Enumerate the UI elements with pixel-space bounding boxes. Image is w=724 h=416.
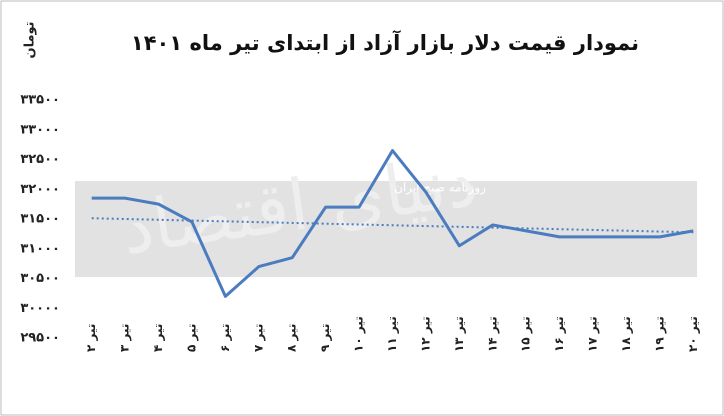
x-tick-label: تیر ۳ (118, 324, 132, 352)
x-tick-label: تیر ۱۱ (385, 316, 399, 352)
y-tick-label: ۳۳۵۰۰ (20, 93, 60, 108)
x-tick-label: تیر ۱۵ (519, 316, 533, 352)
y-tick-label: ۳۱۰۰۰ (20, 241, 60, 256)
x-tick-label: تیر ۱۰ (352, 316, 366, 352)
x-tick-label: تیر ۱۷ (586, 316, 600, 352)
y-tick-label: ۳۱۵۰۰ (20, 212, 60, 227)
y-axis-label: تومان (23, 21, 38, 58)
x-tick-label: تیر ۵ (184, 324, 198, 352)
x-tick-label: تیر ۱۹ (652, 316, 666, 352)
x-tick-label: تیر ۱۸ (619, 316, 633, 352)
x-tick-label: تیر ۲۰ (686, 316, 700, 352)
x-tick-label: تیر ۴ (151, 324, 165, 352)
chart-title: نمودار قیمت دلار بازار آزاد از ابتدای تی… (131, 30, 639, 55)
x-tick-label: تیر ۱۲ (418, 316, 432, 352)
x-tick-label: تیر ۲ (84, 324, 98, 352)
x-tick-label: تیر ۶ (218, 324, 232, 352)
x-tick-label: تیر ۱۳ (452, 316, 466, 352)
x-tick-label: تیر ۹ (318, 324, 332, 352)
y-tick-label: ۲۹۵۰۰ (20, 331, 60, 346)
x-tick-label: تیر ۱۴ (485, 316, 499, 352)
y-tick-label: ۳۲۵۰۰ (20, 152, 60, 167)
y-tick-label: ۳۰۰۰۰ (20, 301, 60, 316)
y-tick-label: ۳۲۰۰۰ (20, 182, 60, 197)
x-tick-label: تیر ۷ (251, 324, 265, 352)
y-tick-label: ۳۳۰۰۰ (20, 122, 60, 137)
x-tick-label: تیر ۸ (285, 324, 299, 352)
watermark: روزنامه صبح ایران (394, 181, 486, 196)
line (91, 149, 694, 298)
y-tick-label: ۳۰۵۰۰ (20, 271, 60, 286)
x-tick-label: تیر ۱۶ (552, 316, 566, 352)
